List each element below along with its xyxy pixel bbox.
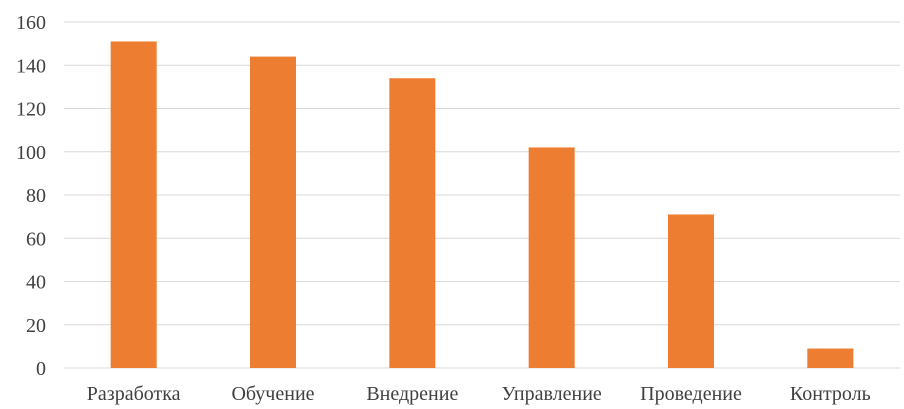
bar-4 xyxy=(528,147,575,368)
x-category-label: Проведение xyxy=(640,383,742,405)
y-tick-label: 100 xyxy=(16,142,46,164)
y-tick-label: 80 xyxy=(26,185,46,207)
x-category-label: Разработка xyxy=(87,383,181,405)
x-category-label: Управление xyxy=(502,383,602,405)
bars xyxy=(110,41,854,369)
x-category-label: Контроль xyxy=(790,383,871,405)
gridlines xyxy=(64,21,900,369)
x-category-label: Внедрение xyxy=(366,383,458,405)
bar-3 xyxy=(389,78,436,368)
x-category-label: Обучение xyxy=(231,383,314,405)
bar-1 xyxy=(110,41,157,369)
x-axis-category-labels: Разработка Обучение Внедрение Управление Про… xyxy=(87,383,871,405)
y-tick-label: 20 xyxy=(26,315,46,337)
y-tick-label: 40 xyxy=(26,272,46,294)
y-tick-label: 160 xyxy=(16,12,46,34)
bar-2 xyxy=(250,56,296,368)
bar-6 xyxy=(807,348,854,368)
bar-5 xyxy=(668,214,714,368)
y-axis-tick-labels: 0 20 40 60 80 100 120 140 160 xyxy=(16,12,46,380)
y-tick-label: 120 xyxy=(16,99,46,121)
y-tick-label: 60 xyxy=(26,228,46,250)
y-tick-label: 0 xyxy=(36,358,46,380)
y-tick-label: 140 xyxy=(16,55,46,77)
